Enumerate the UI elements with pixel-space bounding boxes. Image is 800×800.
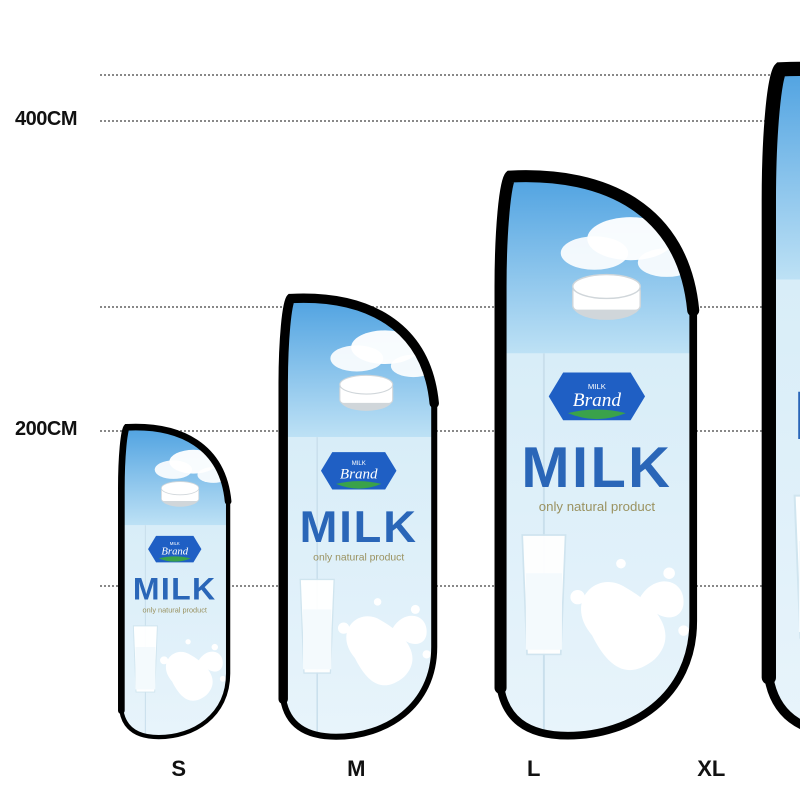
flags-row: MILK Brand MILK only natural product	[100, 0, 790, 740]
flag-column-l: MILK Brand MILK only natural product	[462, 0, 703, 740]
y-axis-label: 200CM	[15, 418, 77, 441]
size-labels-row: SML XL	[100, 756, 790, 782]
feather-flag: MILK Brand MILK only natural product	[462, 167, 703, 741]
headline-text: MILK	[300, 501, 418, 552]
brand-main-text: Brand	[573, 390, 622, 411]
size-label: M	[278, 756, 436, 782]
feather-flag: MILK Brand MILK only natural product	[100, 422, 233, 740]
brand-small-text: MILK	[170, 541, 180, 546]
brand-main-text: Brand	[161, 547, 188, 558]
flag-column-xl: MILK Brand MILK only natural product	[723, 0, 800, 740]
headline-text: MILK	[522, 436, 673, 500]
flag-column-s: MILK Brand MILK only natural product	[100, 0, 233, 740]
size-label: XL	[633, 756, 791, 782]
tagline-text: only natural product	[539, 499, 656, 514]
feather-flag: MILK Brand MILK only natural product	[253, 291, 442, 741]
size-label: S	[100, 756, 258, 782]
feather-flag: MILK Brand MILK only natural product	[723, 58, 800, 740]
y-axis-label: 400CM	[15, 108, 77, 131]
headline-text: MILK	[794, 377, 800, 454]
tagline-text: only natural product	[143, 606, 207, 615]
size-comparison-chart: 200CM 400CM	[0, 0, 800, 800]
headline-text: MILK	[133, 571, 217, 607]
tagline-text: only natural product	[314, 552, 405, 563]
flag-column-m: MILK Brand MILK only natural product	[253, 0, 442, 740]
brand-main-text: Brand	[340, 466, 378, 482]
size-label: L	[455, 756, 613, 782]
